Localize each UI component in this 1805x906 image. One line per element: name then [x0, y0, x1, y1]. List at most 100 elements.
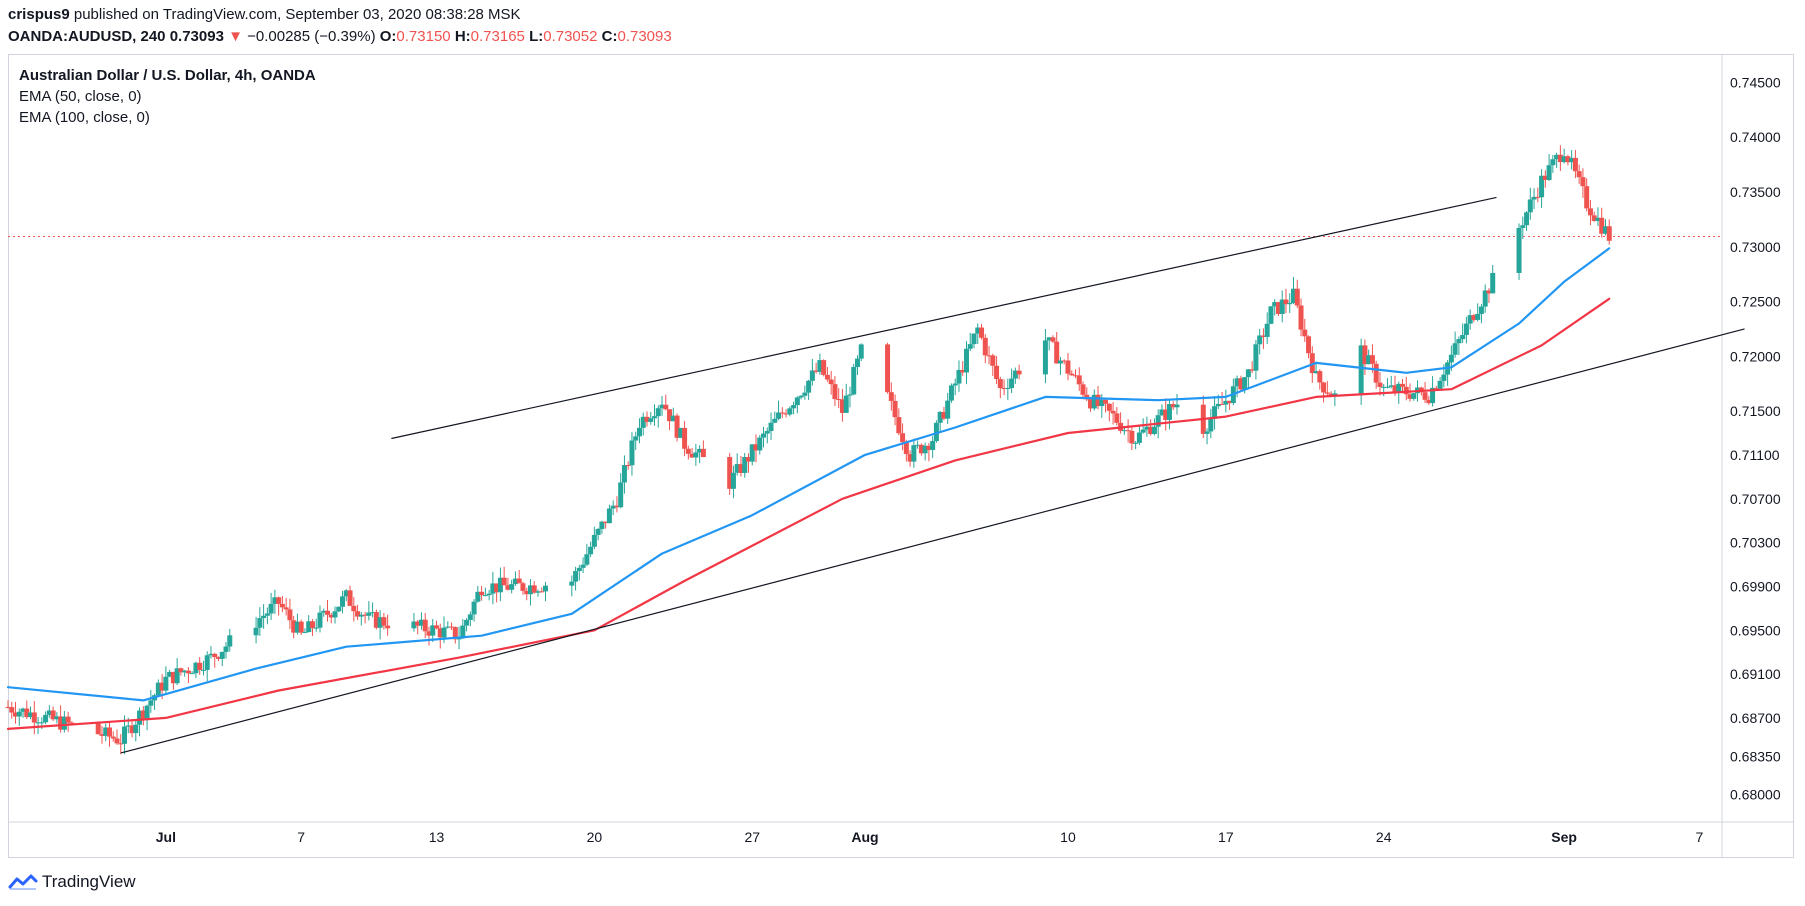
candle-body: [832, 384, 838, 400]
candle-body: [817, 360, 823, 372]
candle-body: [791, 405, 797, 409]
candle-body: [355, 611, 361, 617]
price-tick-label: 0.74000: [1730, 129, 1781, 145]
candle-body: [794, 397, 800, 406]
candle-body: [1227, 400, 1233, 404]
symbol-label: OANDA:AUDUSD, 240: [8, 28, 166, 45]
candle-body: [682, 427, 688, 449]
candle-body: [219, 651, 225, 659]
candle-body: [1106, 403, 1112, 411]
candle-body: [1264, 323, 1270, 337]
candle-body: [174, 668, 180, 684]
candle-body: [569, 581, 575, 586]
candle-body: [287, 609, 293, 621]
candle-body: [655, 408, 661, 417]
candle-body: [449, 626, 455, 628]
candle-body: [313, 627, 319, 629]
tradingview-brand: TradingView: [42, 872, 136, 891]
candle-body: [727, 457, 733, 489]
legend-ema100[interactable]: EMA (100, close, 0): [19, 109, 150, 126]
candle-body: [967, 344, 973, 349]
tradingview-logo-icon: [8, 874, 38, 890]
candle-body: [1257, 335, 1263, 345]
candle-body: [99, 734, 105, 736]
candle-body: [1121, 430, 1127, 432]
candle-body: [524, 590, 530, 595]
candle-body: [1016, 370, 1022, 375]
legend-title[interactable]: Australian Dollar / U.S. Dollar, 4h, OAN…: [19, 67, 316, 84]
candle-body: [178, 668, 184, 673]
candle-body: [663, 404, 669, 410]
candle-body: [65, 716, 71, 723]
candle-body: [1595, 217, 1601, 221]
price-tick-label: 0.72500: [1730, 294, 1781, 310]
candle-body: [377, 617, 383, 628]
candle-body: [418, 619, 424, 626]
candle-body: [114, 738, 120, 744]
candle-body: [212, 653, 218, 658]
candle-body: [956, 369, 962, 384]
candle-body: [1546, 165, 1552, 180]
candle-body: [1426, 399, 1432, 404]
candle-body: [802, 392, 808, 396]
candle-body: [197, 662, 203, 670]
legend-ema50[interactable]: EMA (50, close, 0): [19, 88, 142, 105]
candle-body: [674, 415, 680, 438]
candle-body: [452, 627, 458, 640]
candle-body: [813, 370, 819, 372]
candle-body: [1215, 403, 1221, 407]
candle-body: [588, 546, 594, 555]
candle-body: [1140, 429, 1146, 433]
candle-body: [437, 628, 443, 638]
candle-body: [1163, 409, 1169, 420]
candle-body: [1411, 393, 1417, 399]
candle-body: [1324, 392, 1330, 394]
price-tick-label: 0.70300: [1730, 535, 1781, 551]
low-value: 0.73052: [543, 28, 598, 45]
candle-body: [291, 620, 297, 633]
candle-body: [343, 590, 349, 597]
author-name[interactable]: crispus9: [8, 6, 70, 23]
price-tick-label: 0.69500: [1730, 622, 1781, 638]
candle-body: [1527, 199, 1533, 213]
candle-body: [1373, 363, 1379, 383]
candle-body: [1159, 409, 1165, 416]
candle-body: [652, 416, 658, 419]
price-tick-label: 0.73000: [1730, 239, 1781, 255]
candle-body: [1110, 410, 1116, 414]
tradingview-logo[interactable]: TradingView: [8, 872, 136, 892]
candle-body: [1606, 226, 1612, 241]
candle-body: [1212, 406, 1218, 419]
candle-body: [494, 583, 500, 593]
low-label: L:: [529, 28, 544, 45]
candle-body: [994, 365, 1000, 380]
candle-body: [148, 700, 154, 706]
candle-body: [520, 583, 526, 591]
candle-body: [1437, 380, 1443, 389]
candle-body: [1287, 302, 1293, 305]
chart-frame[interactable]: [8, 54, 1794, 858]
high-value: 0.73165: [470, 28, 525, 45]
candle-body: [1403, 386, 1409, 395]
close-value: 0.73093: [617, 28, 672, 45]
candle-body: [1054, 341, 1060, 364]
candle-body: [294, 621, 300, 633]
candle-body: [1005, 388, 1011, 390]
high-label: H:: [454, 28, 471, 45]
candle-body: [1542, 175, 1548, 180]
candle-body: [1400, 383, 1406, 387]
candle-body: [888, 392, 894, 401]
open-value: 0.73150: [396, 28, 451, 45]
candle-body: [1253, 344, 1259, 371]
candle-body: [1306, 336, 1312, 354]
candle-body: [963, 348, 969, 373]
candle-body: [1471, 315, 1477, 320]
candle-body: [1550, 159, 1556, 166]
candle-body: [31, 712, 37, 723]
candle-body: [170, 671, 176, 684]
candle-body: [933, 422, 939, 442]
candle-body: [1223, 400, 1229, 405]
candle-body: [163, 676, 169, 691]
candle-body: [441, 627, 447, 638]
